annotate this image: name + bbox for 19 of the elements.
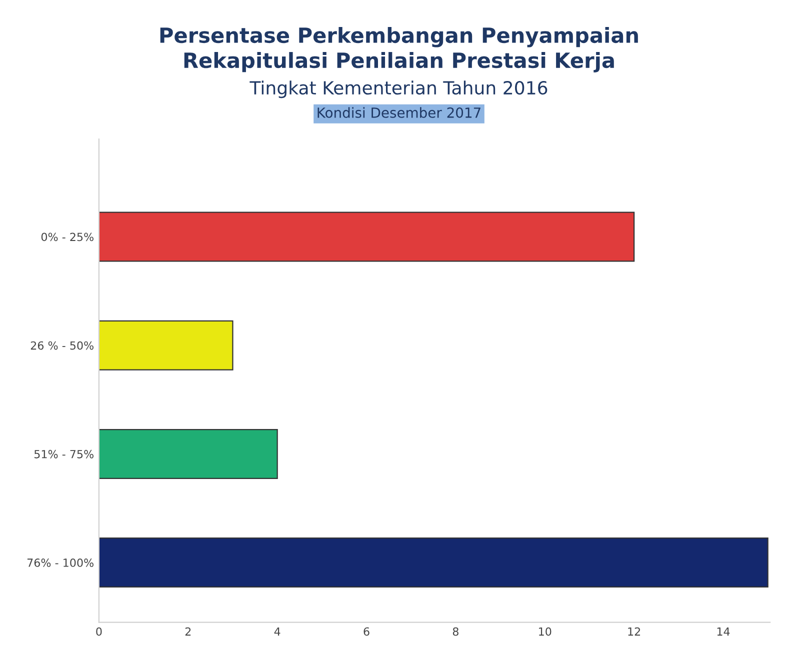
x-tick-label: 6 xyxy=(364,627,370,636)
bar xyxy=(98,428,278,479)
y-tick-label: 0% - 25% xyxy=(41,232,94,242)
y-tick-label: 76% - 100% xyxy=(27,558,94,567)
x-tick-label: 14 xyxy=(717,627,730,636)
x-tick-label: 4 xyxy=(274,627,280,636)
x-tick-label: 12 xyxy=(628,627,640,636)
bar xyxy=(98,538,768,588)
text: Kondisi Desember 2017 xyxy=(318,107,480,118)
chart-title: Persentase Perkembangan Penyampaian Rekapitulasi Penilaian Prestasi Kerja xyxy=(160,26,638,72)
x-tick-label: 10 xyxy=(539,627,552,636)
chart-subtitle: Tingkat Kementerian Tahun 2016 xyxy=(250,80,548,98)
x-tick-label: 2 xyxy=(185,627,191,636)
bar xyxy=(98,320,234,370)
x-tick-label: 8 xyxy=(452,627,458,636)
x-tick-label: 0 xyxy=(96,627,102,636)
y-tick-label: 51% - 75% xyxy=(34,450,94,458)
bar xyxy=(98,212,635,262)
y-tick-label: 26 % - 50% xyxy=(30,341,94,350)
